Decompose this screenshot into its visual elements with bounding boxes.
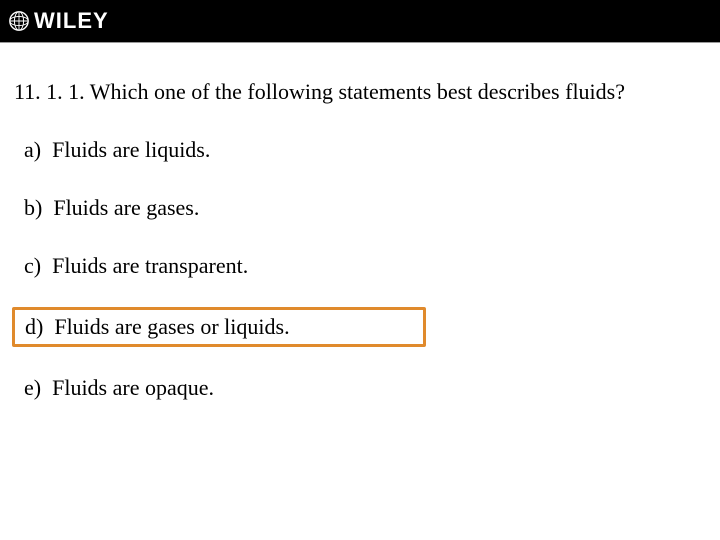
options-list: a) Fluids are liquids. b) Fluids are gas… bbox=[14, 133, 706, 405]
option-label: e) bbox=[24, 375, 41, 400]
brand-name: WILEY bbox=[34, 8, 109, 34]
option-text: Fluids are liquids. bbox=[52, 137, 210, 162]
brand-header: WILEY bbox=[0, 0, 720, 42]
option-a: a) Fluids are liquids. bbox=[18, 133, 706, 167]
option-d: d) Fluids are gases or liquids. bbox=[12, 307, 426, 347]
option-e: e) Fluids are opaque. bbox=[18, 371, 706, 405]
option-text: Fluids are gases or liquids. bbox=[54, 314, 289, 339]
slide-content: 11. 1. 1. Which one of the following sta… bbox=[0, 43, 720, 405]
question-text: 11. 1. 1. Which one of the following sta… bbox=[14, 79, 706, 105]
option-label: c) bbox=[24, 253, 41, 278]
question-body: Which one of the following statements be… bbox=[90, 79, 625, 104]
option-text: Fluids are opaque. bbox=[52, 375, 214, 400]
option-c: c) Fluids are transparent. bbox=[18, 249, 706, 283]
option-b: b) Fluids are gases. bbox=[18, 191, 706, 225]
option-text: Fluids are gases. bbox=[53, 195, 199, 220]
wiley-logo-icon bbox=[8, 10, 30, 32]
option-label: a) bbox=[24, 137, 41, 162]
question-number: 11. 1. 1. bbox=[14, 79, 85, 104]
option-text: Fluids are transparent. bbox=[52, 253, 248, 278]
option-label: b) bbox=[24, 195, 42, 220]
option-label: d) bbox=[25, 314, 43, 339]
